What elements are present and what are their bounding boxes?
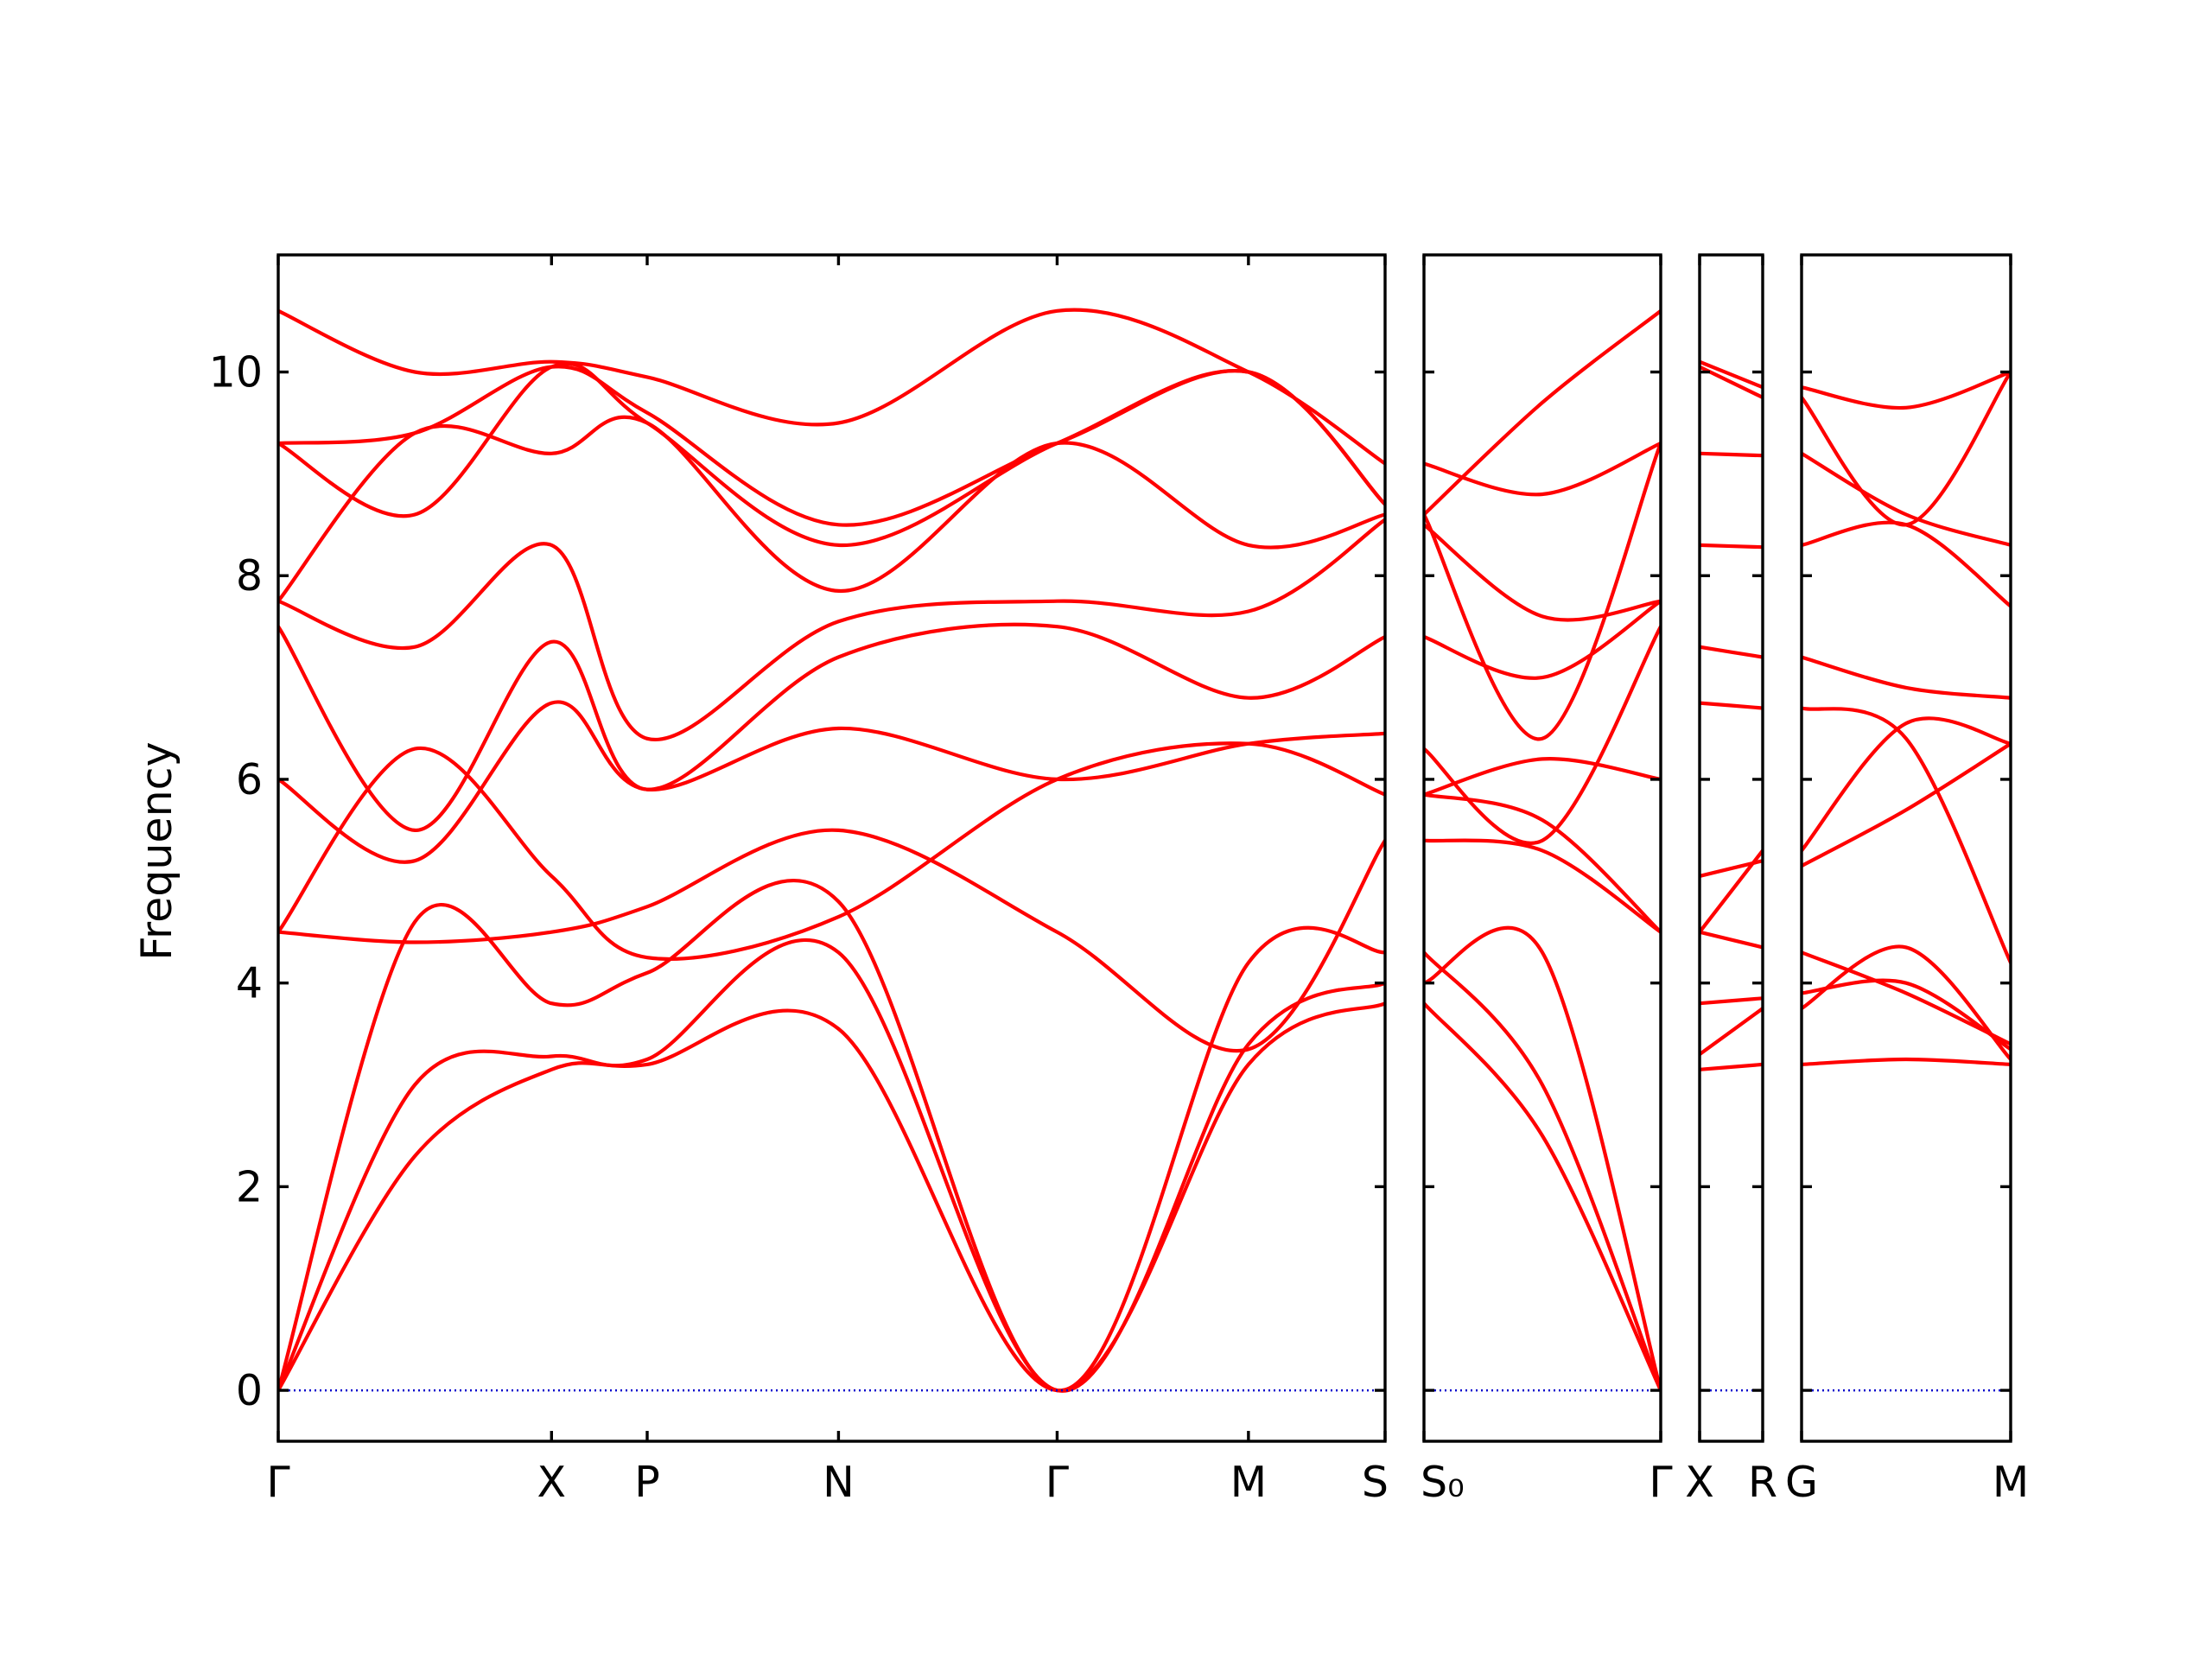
band-line-panel4-8 xyxy=(1802,655,2011,700)
band-line-panel1-8 xyxy=(278,518,1385,742)
band-line-panel1-5 xyxy=(278,741,1385,961)
band-line-panel1-4 xyxy=(278,828,1385,1053)
band-line-panel3-7 xyxy=(1700,701,1763,710)
band-line-panel2-11 xyxy=(1424,441,1661,497)
band-line-panel4-11 xyxy=(1802,370,2011,527)
band-line-panel2-4 xyxy=(1424,838,1661,934)
band-line-panel2-12 xyxy=(1424,308,1661,517)
band-line-panel3-4 xyxy=(1700,930,1763,950)
band-line-panel1-10 xyxy=(278,361,1385,548)
panel-1-bands xyxy=(278,308,1385,1393)
band-line-panel2-8 xyxy=(1424,599,1661,680)
band-line-panel4-12 xyxy=(1802,370,2011,410)
band-line-panel1-12 xyxy=(278,308,1385,466)
x-tick-label-panel3-1: R xyxy=(1748,1458,1777,1507)
x-tick-label-panel2-1: Γ xyxy=(1649,1458,1673,1507)
band-line-panel3-9 xyxy=(1700,543,1763,550)
band-line-panel4-4 xyxy=(1802,950,2011,1046)
panel-3-bands xyxy=(1700,359,1763,1071)
band-line-panel1-3 xyxy=(278,878,1385,1393)
band-line-panel4-10 xyxy=(1802,451,2011,547)
ticks-layer xyxy=(276,255,2012,1441)
band-line-panel2-3 xyxy=(1424,950,1661,1393)
x-tick-label-panel1-5: M xyxy=(1230,1458,1267,1507)
x-tick-label-panel1-6: S xyxy=(1362,1458,1389,1507)
band-line-panel2-6 xyxy=(1424,757,1661,797)
band-line-panel4-6 xyxy=(1802,716,2011,853)
x-tick-label-panel2-0: S₀ xyxy=(1421,1458,1465,1507)
x-tick-label-panel1-2: P xyxy=(634,1458,660,1507)
band-line-panel3-8 xyxy=(1700,645,1763,659)
band-line-panel1-7 xyxy=(278,622,1385,833)
x-tick-label-panel4-1: M xyxy=(1993,1458,2029,1507)
panel-frame-2 xyxy=(1422,253,1662,1443)
band-line-panel1-6 xyxy=(278,700,1385,864)
x-tick-label-panel1-4: Γ xyxy=(1046,1458,1070,1507)
x-tick-label-panel1-1: X xyxy=(537,1458,567,1507)
y-tick-label-3: 6 xyxy=(236,755,263,804)
y-tick-label-5: 10 xyxy=(209,348,263,397)
band-line-panel3-1 xyxy=(1700,1062,1763,1071)
band-line-panel3-11 xyxy=(1700,365,1763,400)
panel-frame-3 xyxy=(1698,253,1764,1443)
y-tick-label-2: 4 xyxy=(236,959,263,1008)
x-tick-label-panel1-3: N xyxy=(823,1458,855,1507)
band-line-panel1-11 xyxy=(278,365,1385,527)
panel-frames-layer xyxy=(276,253,2012,1443)
y-tick-label-4: 8 xyxy=(236,551,263,601)
y-axis-label: Frequency xyxy=(132,741,181,960)
band-line-panel3-5 xyxy=(1700,849,1763,934)
band-line-panel3-2 xyxy=(1700,1007,1763,1057)
band-line-panel4-9 xyxy=(1802,520,2011,608)
band-line-panel2-7 xyxy=(1424,625,1661,845)
band-line-panel4-3 xyxy=(1802,978,2011,1052)
y-tick-label-0: 0 xyxy=(236,1366,263,1415)
band-line-panel3-3 xyxy=(1700,996,1763,1006)
band-line-panel3-6 xyxy=(1700,859,1763,878)
band-line-panel1-1 xyxy=(278,1001,1385,1393)
x-tick-label-panel3-0: X xyxy=(1685,1458,1714,1507)
bands-layer xyxy=(278,308,2011,1393)
x-tick-label-panel1-0: Γ xyxy=(266,1458,290,1507)
band-line-panel2-1 xyxy=(1424,1001,1661,1393)
band-line-panel1-9 xyxy=(278,415,1385,603)
panel-frame-4 xyxy=(1800,253,2012,1443)
band-line-panel4-5 xyxy=(1802,741,2011,868)
y-tick-label-1: 2 xyxy=(236,1162,263,1211)
band-line-panel2-9 xyxy=(1424,523,1661,622)
band-line-panel4-1 xyxy=(1802,1057,2011,1066)
band-line-panel3-10 xyxy=(1700,451,1763,458)
x-tick-label-panel4-0: G xyxy=(1785,1458,1818,1507)
panel-2-bands xyxy=(1424,308,1661,1393)
band-line-panel2-2 xyxy=(1424,925,1661,1393)
band-line-panel2-5 xyxy=(1424,792,1661,934)
panel-frame-1 xyxy=(276,253,1387,1443)
panel-4-bands xyxy=(1802,370,2011,1066)
band-line-panel1-2 xyxy=(278,938,1385,1393)
band-line-panel2-10 xyxy=(1424,441,1661,741)
band-line-panel3-12 xyxy=(1700,359,1763,390)
band-line-panel4-7 xyxy=(1802,706,2011,965)
